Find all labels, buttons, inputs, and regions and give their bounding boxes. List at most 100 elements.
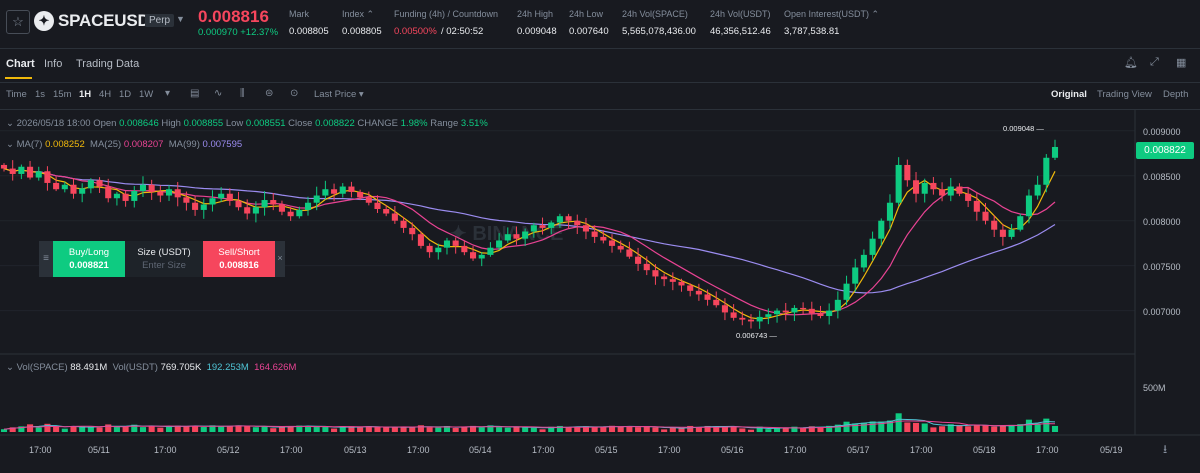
view-depth[interactable]: Depth bbox=[1163, 89, 1189, 100]
volume-bar bbox=[157, 427, 164, 432]
volume-bar bbox=[747, 429, 755, 432]
price-tick: 0.008500 bbox=[1143, 172, 1181, 182]
candle bbox=[443, 240, 451, 248]
candle bbox=[617, 245, 624, 250]
candle bbox=[626, 249, 633, 257]
candle bbox=[287, 211, 294, 217]
interval-1d[interactable]: 1D bbox=[119, 89, 132, 100]
more-intervals-chevron-icon[interactable]: ▾ bbox=[165, 88, 171, 99]
ma7-value: 0.008252 bbox=[45, 139, 85, 150]
tab-chart[interactable]: Chart bbox=[6, 58, 35, 70]
candle bbox=[721, 305, 728, 313]
symbol-name[interactable]: SPACEUSDT bbox=[58, 11, 160, 30]
time-tick: 05/13 bbox=[344, 445, 367, 455]
interval-time[interactable]: Time bbox=[6, 89, 27, 100]
volume-axis-tick: 500M bbox=[1143, 383, 1166, 393]
volume-bar bbox=[912, 422, 920, 432]
candle bbox=[18, 166, 25, 174]
candle bbox=[322, 189, 329, 196]
candle bbox=[113, 193, 120, 199]
volume-bar bbox=[878, 421, 885, 432]
candles bbox=[0, 139, 1059, 329]
candle bbox=[608, 240, 616, 246]
candle bbox=[860, 254, 867, 268]
interval-1w[interactable]: 1W bbox=[139, 89, 154, 100]
candle bbox=[765, 314, 772, 317]
candle bbox=[834, 299, 841, 311]
stat-index-value: 0.008805 bbox=[342, 26, 382, 37]
calendar-icon[interactable]: ▤ bbox=[190, 88, 200, 99]
candle bbox=[9, 168, 16, 174]
time-tick: 05/17 bbox=[847, 445, 870, 455]
tab-info[interactable]: Info bbox=[44, 58, 63, 70]
favorite-star-icon[interactable]: ☆ bbox=[6, 10, 30, 34]
candle bbox=[591, 231, 598, 237]
volume-bar bbox=[304, 426, 312, 432]
volume-bar bbox=[391, 427, 398, 432]
candle bbox=[209, 198, 216, 205]
volume-bar bbox=[800, 428, 807, 432]
buy-label: Buy/Long bbox=[68, 247, 110, 258]
candle bbox=[747, 319, 755, 322]
volume-bar bbox=[313, 426, 320, 432]
candle bbox=[131, 191, 138, 201]
interval-1s[interactable]: 1s bbox=[35, 89, 46, 100]
candle bbox=[756, 316, 763, 322]
vol-usdt-value: 769.705K bbox=[160, 362, 202, 373]
interval-1h[interactable]: 1H bbox=[79, 89, 92, 100]
view-trading-view[interactable]: Trading View bbox=[1097, 89, 1152, 100]
time-tick: 17:00 bbox=[1036, 445, 1059, 455]
candle bbox=[122, 193, 129, 201]
candle bbox=[843, 283, 850, 300]
interval-15m[interactable]: 15m bbox=[53, 89, 72, 100]
candle bbox=[461, 245, 468, 253]
indicators-icon[interactable]: ⊜ bbox=[265, 88, 274, 99]
volume-bar bbox=[1025, 419, 1032, 432]
vol-ma1-value: 192.253M bbox=[206, 362, 249, 373]
high-value: 0.008855 bbox=[183, 118, 224, 129]
volume-bar bbox=[921, 423, 928, 432]
stat-24h-high-value: 0.009048 bbox=[517, 26, 557, 37]
price-tick: 0.007500 bbox=[1143, 262, 1181, 272]
time-tick: 17:00 bbox=[532, 445, 555, 455]
candle bbox=[200, 204, 207, 210]
close-icon[interactable]: × bbox=[275, 241, 285, 277]
interval-4h[interactable]: 4H bbox=[99, 89, 112, 100]
size-input[interactable]: Size (USDT) Enter Size bbox=[125, 241, 203, 277]
bell-icon[interactable]: 🔔︎ bbox=[1124, 57, 1138, 69]
tab-trading-data[interactable]: Trading Data bbox=[76, 58, 140, 70]
buy-long-button[interactable]: Buy/Long 0.008821 bbox=[53, 241, 125, 277]
volume-ma-polyline bbox=[3, 420, 1056, 430]
volume-bar bbox=[965, 426, 972, 432]
candle bbox=[296, 209, 303, 217]
grid-layout-icon[interactable]: ▦ bbox=[1176, 57, 1187, 69]
open-label: Open bbox=[93, 118, 117, 129]
expand-icon[interactable]: ⤢ bbox=[1150, 56, 1159, 68]
volume-bar bbox=[600, 426, 607, 432]
candle bbox=[826, 310, 833, 317]
auto-scale-icon[interactable]: ⭳ bbox=[1163, 442, 1168, 456]
drag-handle-icon[interactable]: ≡ bbox=[39, 241, 53, 277]
candle bbox=[478, 254, 485, 259]
candle bbox=[808, 308, 815, 314]
candlestick-type-icon[interactable]: ⫼ bbox=[240, 88, 245, 99]
candle bbox=[800, 307, 807, 310]
stat-index-label[interactable]: Index ⌃ bbox=[342, 9, 375, 19]
candle bbox=[96, 180, 103, 187]
stat-open-interest-label[interactable]: Open Interest(USDT) ⌃ bbox=[784, 9, 880, 19]
low-value: 0.008551 bbox=[245, 118, 286, 129]
volume-bar bbox=[417, 425, 424, 432]
candle bbox=[904, 164, 911, 181]
line-chart-icon[interactable]: ∿ bbox=[214, 88, 223, 99]
candle bbox=[192, 202, 199, 210]
settings-icon[interactable]: ⊙ bbox=[290, 88, 299, 99]
sell-short-button[interactable]: Sell/Short 0.008816 bbox=[203, 241, 275, 277]
volume-bar bbox=[443, 425, 451, 432]
chevron-down-icon[interactable]: ▼ bbox=[176, 14, 185, 24]
candlestick-chart[interactable]: ✦ BINANCE bbox=[0, 110, 1200, 473]
price-type-select[interactable]: Last Price ▾ bbox=[314, 89, 364, 100]
volume-bar bbox=[530, 427, 537, 432]
volume-bar bbox=[539, 429, 546, 432]
volume-bar bbox=[496, 427, 503, 432]
view-original[interactable]: Original bbox=[1051, 89, 1087, 100]
